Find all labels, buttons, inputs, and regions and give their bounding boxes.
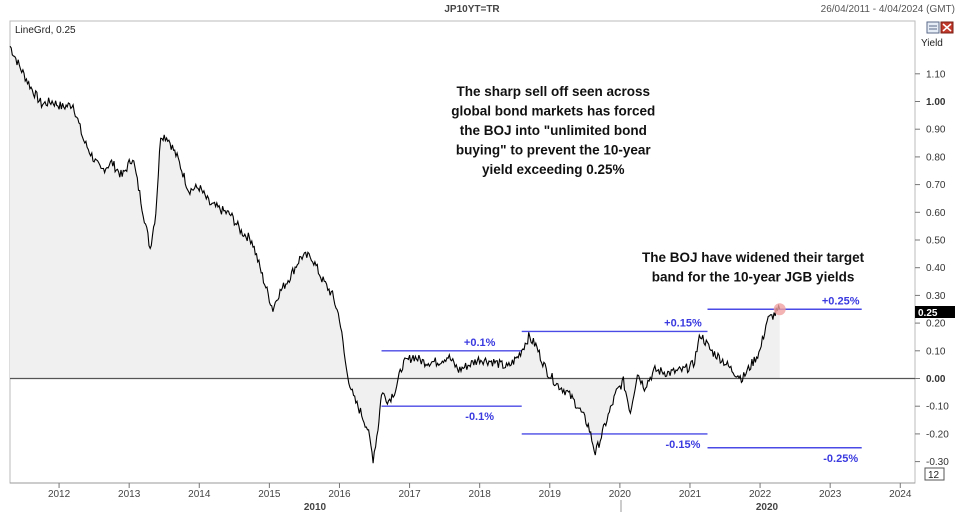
band-label: -0.1%: [465, 411, 494, 423]
band-label: -0.25%: [823, 453, 858, 465]
x-tick-label: 2015: [258, 489, 281, 500]
annotation-text: the BOJ into "unlimited bond: [460, 123, 647, 138]
x-tick-label: 2022: [749, 489, 772, 500]
y-tick-label: 0.20: [926, 319, 946, 330]
chart-edit-icon[interactable]: [926, 21, 940, 34]
last-value-text: 0.25: [918, 308, 938, 319]
y-tick-label: 0.80: [926, 152, 946, 163]
x-tick-label: 2019: [539, 489, 562, 500]
annotation-text: The BOJ have widened their target: [642, 250, 865, 265]
y-tick-label: -0.10: [926, 402, 949, 413]
y-tick-label: -0.20: [926, 429, 949, 440]
x-tick-label: 2016: [328, 489, 351, 500]
band-label: +0.25%: [822, 295, 860, 307]
annotation-text: band for the 10-year JGB yields: [652, 270, 855, 285]
page-indicator-text: 12: [928, 470, 940, 481]
x-tick-label: 2021: [679, 489, 702, 500]
annotation-text: global bond markets has forced: [451, 103, 655, 118]
last-value-badge: [915, 306, 955, 318]
y-tick-label: 1.00: [926, 97, 946, 108]
annotation-text: buying" to prevent the 10-year: [456, 142, 651, 157]
legend-label: LineGrd, 0.25: [15, 25, 76, 36]
series-line: [9, 45, 781, 464]
page-indicator[interactable]: [924, 467, 945, 481]
band-label: -0.15%: [666, 439, 701, 451]
y-tick-label: 0.70: [926, 180, 946, 191]
y-tick-label: 0.40: [926, 263, 946, 274]
x-tick-label: 2017: [398, 489, 421, 500]
x-tick-label: 2020: [609, 489, 632, 500]
x-tick-label: 2014: [188, 489, 211, 500]
x-tick-label: 2024: [889, 489, 912, 500]
date-range: 26/04/2011 - 4/04/2024 (GMT): [821, 4, 955, 15]
annotation-text: yield exceeding 0.25%: [482, 162, 625, 177]
y-tick-label: 0.30: [926, 291, 946, 302]
band-label: +0.1%: [464, 337, 496, 349]
x-decade-label: 2010: [304, 502, 327, 513]
y-tick-label: 0.10: [926, 346, 946, 357]
y-tick-label: 0.00: [926, 374, 946, 385]
y-tick-label: 0.90: [926, 125, 946, 136]
y-axis-label: Yield: [921, 38, 943, 49]
chart-title: JP10YT=TR: [444, 4, 500, 15]
x-tick-label: 2023: [819, 489, 842, 500]
x-tick-label: 2013: [118, 489, 141, 500]
y-tick-label: -0.30: [926, 457, 949, 468]
y-tick-label: 1.10: [926, 69, 946, 80]
y-tick-label: 0.50: [926, 236, 946, 247]
x-decade-label: 2020: [756, 502, 779, 513]
x-tick-label: 2018: [469, 489, 492, 500]
area-fill: [10, 46, 780, 464]
y-tick-label: 0.60: [926, 208, 946, 219]
annotation-text: The sharp sell off seen across: [456, 84, 650, 99]
latest-point-marker: [773, 303, 786, 316]
series-area: [10, 46, 780, 464]
close-icon[interactable]: [940, 21, 954, 34]
x-tick-label: 2012: [48, 489, 71, 500]
band-label: +0.15%: [664, 317, 702, 329]
